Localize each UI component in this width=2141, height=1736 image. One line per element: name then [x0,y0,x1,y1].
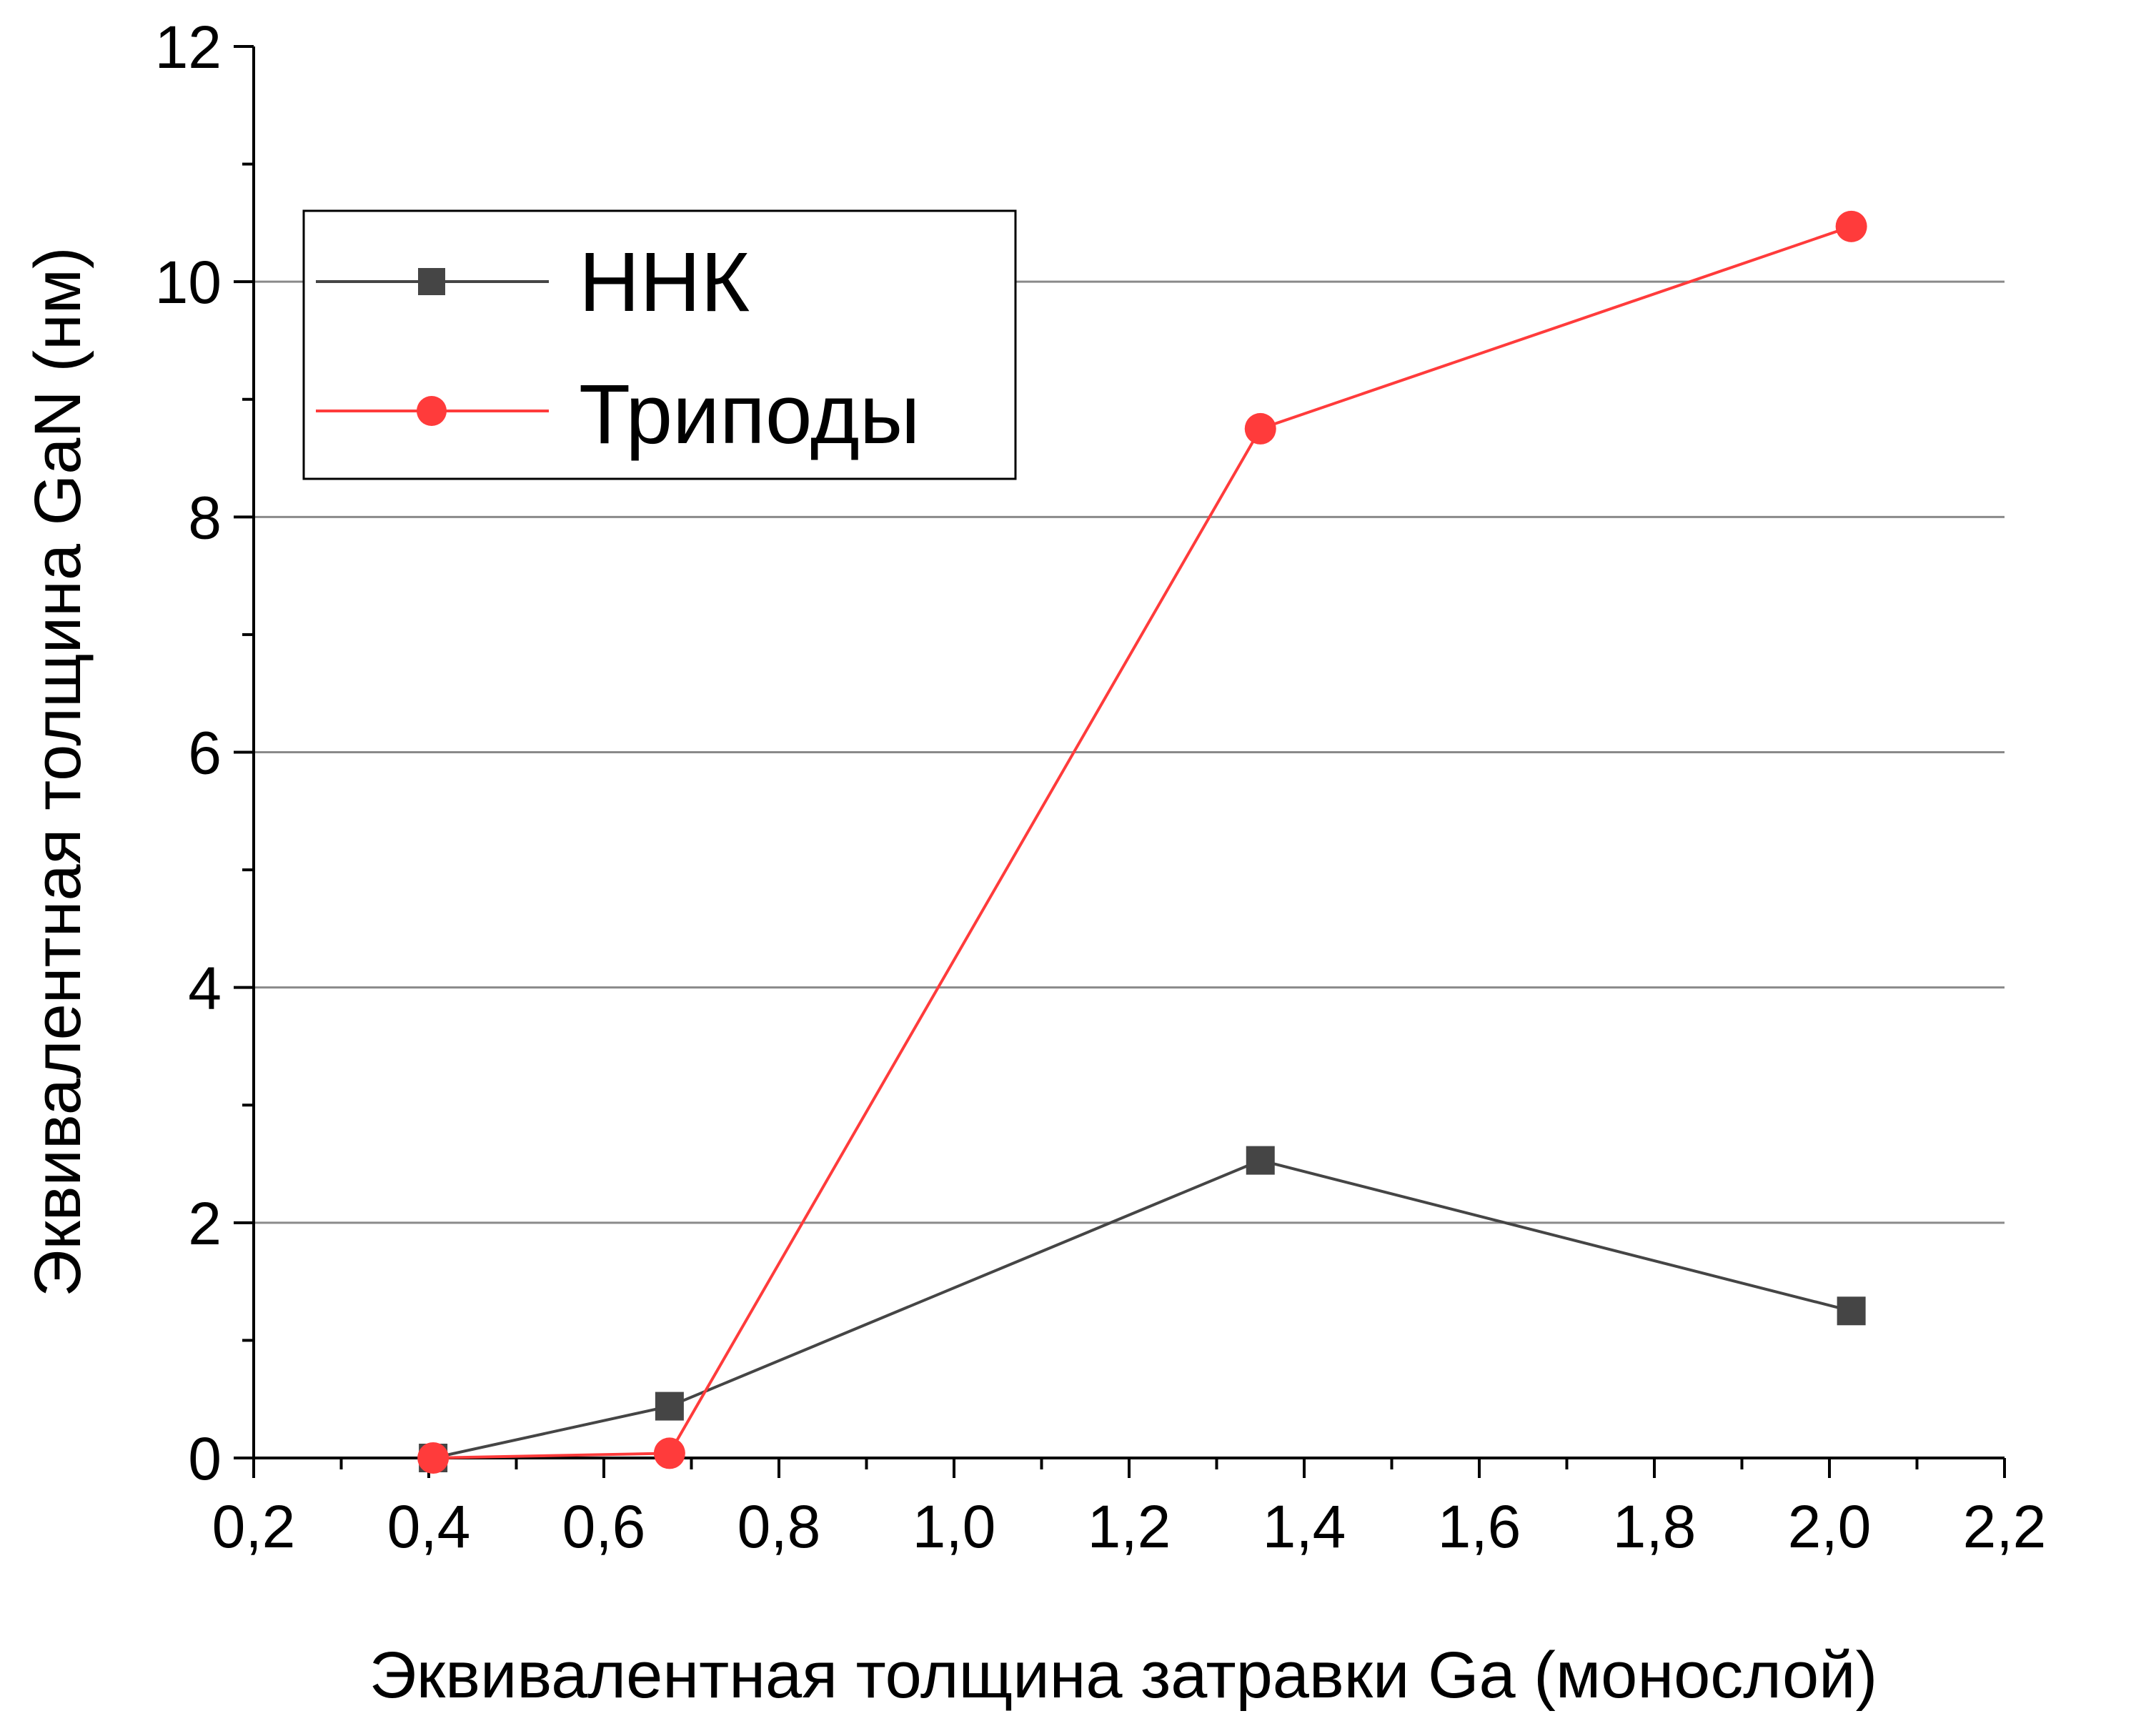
x-tick-label: 2,0 [1788,1493,1872,1560]
series-group [417,210,1867,1474]
x-axis-title: Эквивалентная толщина затравки Ga (монос… [369,1639,1877,1712]
y-axis-title: Эквивалентная толщина GaN (нм) [21,247,94,1296]
legend-label-series-2: Триподы [579,367,920,462]
data-point-series-1 [655,1392,684,1421]
x-tick-label: 0,8 [737,1493,821,1560]
series-line-2 [433,224,1852,1459]
x-tick-label: 0,6 [562,1493,646,1560]
data-point-series-2 [417,1442,449,1474]
x-tick-label: 1,2 [1088,1493,1171,1560]
y-tick-label: 0 [188,1425,222,1492]
legend-box [302,209,1017,480]
data-point-series-1 [1246,1146,1275,1175]
y-tick-label: 6 [188,720,222,787]
legend: ННК Триподы [302,209,1017,480]
series-line-1 [432,1159,1852,1459]
x-tick-label: 1,6 [1438,1493,1521,1560]
ticks: 0 2 4 6 8 10 12 0,2 0,4 0,6 0,8 1,0 1,2 1,4 1,6 1,8 2,0 2… [155,14,2047,1560]
legend-marker-series-1 [418,268,445,295]
x-tick-label: 1,4 [1263,1493,1346,1560]
legend-marker-series-2 [417,396,447,426]
y-tick-label: 10 [155,249,222,316]
y-tick-label: 2 [188,1190,222,1257]
x-tick-label: 0,4 [387,1493,471,1560]
y-tick-label: 4 [188,955,222,1022]
x-tick-label: 0,2 [212,1493,296,1560]
x-tick-label: 1,8 [1613,1493,1697,1560]
legend-label-series-1: ННК [579,235,750,329]
data-point-series-1 [1837,1296,1866,1326]
data-point-series-2 [1244,412,1276,445]
y-tick-label: 8 [188,484,222,551]
y-tick-label: 12 [155,14,222,81]
x-tick-label: 1,0 [913,1493,996,1560]
x-tick-label: 2,2 [1963,1493,2047,1560]
data-point-series-2 [653,1437,685,1469]
data-point-series-2 [1835,210,1867,242]
